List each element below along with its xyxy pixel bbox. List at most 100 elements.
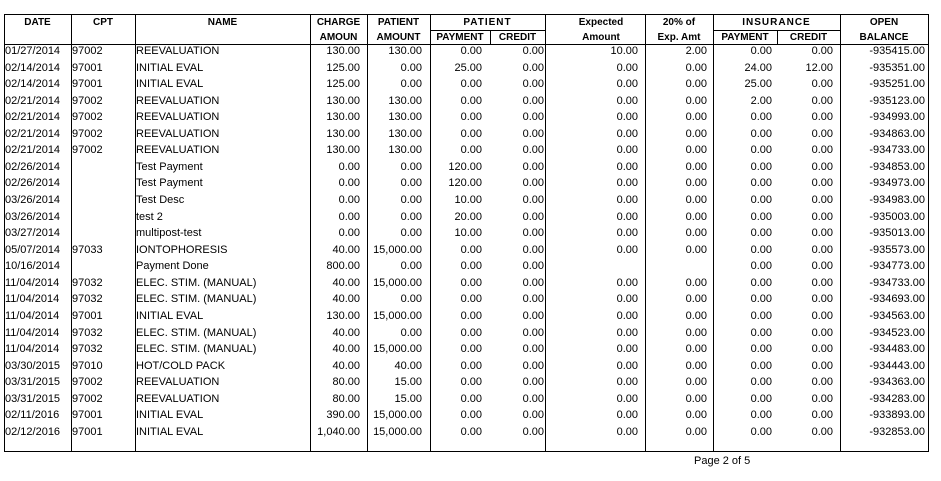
description: Test Desc (136, 194, 185, 207)
header-cell: Expected (578, 17, 624, 28)
patient-payment: 0.00 (460, 243, 482, 256)
cpt: 97032 (72, 293, 103, 306)
patient-payment: 0.00 (460, 144, 482, 157)
open-balance: -935013.00 (869, 227, 925, 240)
insurance-credit: 0.00 (811, 276, 833, 289)
insurance-credit: 0.00 (811, 194, 833, 207)
expected-amount: 0.00 (616, 376, 638, 389)
patient-payment: 0.00 (460, 376, 482, 389)
expected-pct: 0.00 (685, 177, 707, 190)
patient-amount: 0.00 (400, 78, 422, 91)
header-cell: AMOUNT (376, 32, 421, 43)
open-balance: -934733.00 (869, 276, 925, 289)
patient-amount: 15,000.00 (373, 409, 422, 422)
description: multipost-test (136, 227, 202, 240)
description: test 2 (136, 210, 163, 223)
patient-payment: 0.00 (460, 260, 482, 273)
insurance-payment: 0.00 (750, 160, 772, 173)
insurance-payment: 0.00 (750, 309, 772, 322)
insurance-credit: 0.00 (811, 326, 833, 339)
patient-amount: 130.00 (388, 127, 422, 140)
patient-amount: 130.00 (388, 94, 422, 107)
insurance-payment: 0.00 (750, 127, 772, 140)
date: 02/21/2014 (5, 111, 61, 124)
insurance-payment: 24.00 (744, 61, 772, 74)
patient-payment: 0.00 (460, 94, 482, 107)
insurance-credit: 0.00 (811, 210, 833, 223)
cpt: 97001 (72, 425, 103, 438)
date: 03/30/2015 (5, 359, 61, 372)
header-group: INSURANCE (742, 17, 811, 28)
expected-pct: 0.00 (685, 343, 707, 356)
charge-amount: 130.00 (326, 127, 360, 140)
charge-amount: 80.00 (332, 392, 360, 405)
description: REEVALUATION (136, 127, 220, 140)
header-cell: 20% of (662, 17, 696, 28)
border (4, 14, 5, 452)
expected-amount: 10.00 (610, 45, 638, 57)
description: REEVALUATION (136, 376, 220, 389)
patient-amount: 15,000.00 (373, 343, 422, 356)
insurance-payment: 25.00 (744, 78, 772, 91)
open-balance: -935003.00 (869, 210, 925, 223)
header-group: PATIENT (463, 17, 512, 28)
charge-amount: 40.00 (332, 243, 360, 256)
insurance-payment: 0.00 (750, 376, 772, 389)
date: 05/07/2014 (5, 243, 61, 256)
insurance-credit: 0.00 (811, 160, 833, 173)
date: 02/26/2014 (5, 160, 61, 173)
patient-payment: 0.00 (460, 343, 482, 356)
patient-amount: 0.00 (400, 210, 422, 223)
patient-amount: 40.00 (394, 359, 422, 372)
expected-pct: 0.00 (685, 243, 707, 256)
expected-pct: 0.00 (685, 326, 707, 339)
border (71, 14, 72, 452)
description: Test Payment (136, 160, 203, 173)
cpt: 97002 (72, 144, 103, 157)
date: 02/21/2014 (5, 127, 61, 140)
patient-credit: 0.00 (522, 260, 544, 273)
expected-pct: 0.00 (685, 376, 707, 389)
border (545, 14, 546, 452)
cpt: 97001 (72, 409, 103, 422)
insurance-credit: 0.00 (811, 359, 833, 372)
expected-pct: 0.00 (685, 210, 707, 223)
cpt: 97001 (72, 309, 103, 322)
charge-amount: 0.00 (338, 160, 360, 173)
open-balance: -934443.00 (869, 359, 925, 372)
border (310, 14, 311, 452)
patient-credit: 0.00 (522, 61, 544, 74)
expected-amount: 0.00 (616, 61, 638, 74)
patient-payment: 120.00 (448, 160, 482, 173)
patient-credit: 0.00 (522, 409, 544, 422)
page-number: Page 2 of 5 (694, 455, 751, 467)
charge-amount: 130.00 (326, 309, 360, 322)
border (713, 30, 840, 31)
border (645, 14, 646, 452)
insurance-payment: 0.00 (750, 227, 772, 240)
charge-amount: 800.00 (326, 260, 360, 273)
patient-payment: 0.00 (460, 359, 482, 372)
expected-amount: 0.00 (616, 94, 638, 107)
charge-amount: 0.00 (338, 210, 360, 223)
date: 03/27/2014 (5, 227, 61, 240)
patient-amount: 15,000.00 (373, 309, 422, 322)
date: 01/27/2014 (5, 45, 61, 57)
patient-credit: 0.00 (522, 194, 544, 207)
insurance-payment: 0.00 (750, 111, 772, 124)
patient-payment: 0.00 (460, 78, 482, 91)
description: INITIAL EVAL (136, 409, 204, 422)
patient-credit: 0.00 (522, 227, 544, 240)
description: INITIAL EVAL (136, 425, 204, 438)
patient-credit: 0.00 (522, 94, 544, 107)
patient-credit: 0.00 (522, 276, 544, 289)
header-cell: CREDIT (498, 32, 537, 43)
description: INITIAL EVAL (136, 78, 204, 91)
insurance-payment: 0.00 (750, 194, 772, 207)
patient-amount: 130.00 (388, 45, 422, 57)
header-cell: Exp. Amt (657, 32, 701, 43)
charge-amount: 40.00 (332, 293, 360, 306)
date: 03/26/2014 (5, 210, 61, 223)
insurance-payment: 0.00 (750, 260, 772, 273)
description: REEVALUATION (136, 94, 220, 107)
